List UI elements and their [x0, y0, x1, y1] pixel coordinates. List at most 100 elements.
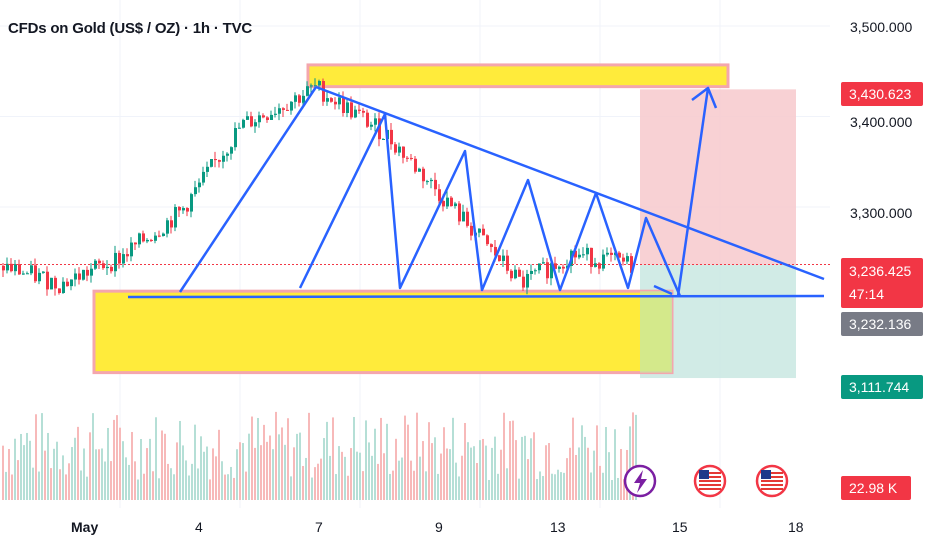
candle-body [110, 266, 113, 272]
descending-trendline [315, 85, 825, 281]
volume-bar [416, 412, 418, 500]
volume-bar [278, 434, 280, 500]
volume-tag[interactable]: 22.98 K [841, 476, 911, 500]
volume-bar [236, 449, 238, 500]
candle-body [66, 281, 69, 287]
volume-bar [62, 455, 64, 500]
volume-bar [500, 449, 502, 500]
candle-body [602, 254, 605, 269]
candle-body [422, 168, 425, 182]
volume-bar [269, 435, 271, 500]
candle-body [574, 250, 577, 258]
volume-bar [428, 422, 430, 500]
volume-bar [551, 473, 553, 500]
candle-body [130, 242, 133, 257]
volume-bar [632, 412, 634, 500]
volume-bar [335, 474, 337, 500]
pattern-drawings[interactable] [127, 85, 825, 299]
projection-arrow-head [691, 86, 718, 109]
volume-bar [587, 447, 589, 500]
candle-body [598, 263, 601, 269]
volume-bar [128, 464, 130, 500]
stop-price-tag[interactable]: 3,111.744 [841, 375, 923, 399]
risk-area [640, 89, 796, 265]
current-price-value: 3,236.425 [849, 263, 912, 279]
candle-body [398, 146, 401, 153]
candle-body [58, 288, 61, 293]
volume-bar [299, 432, 301, 500]
candle-body [530, 270, 533, 274]
current-price-tag[interactable]: 3,236.425 47:14 [841, 258, 923, 308]
volume-bar [353, 416, 355, 500]
candle-body [590, 247, 593, 267]
candle-body [78, 273, 81, 280]
volume-bar [617, 477, 619, 500]
volume-bar [206, 446, 208, 500]
volume-bar [203, 451, 205, 500]
volume-bar [374, 428, 376, 500]
volume-bar [362, 471, 364, 500]
candle-body [450, 197, 453, 207]
candle-body [182, 208, 185, 211]
candle-body [446, 197, 449, 207]
volume-bar [158, 478, 160, 500]
volume-bar [509, 421, 511, 500]
arrow-head-small [653, 284, 673, 296]
volume-bar [611, 479, 613, 500]
volume-bar [569, 447, 571, 500]
us-flag-stripe [699, 480, 721, 482]
volume-bar [263, 424, 265, 500]
candle-body [194, 187, 197, 195]
volume-bar [485, 445, 487, 500]
projection-arrow-line [676, 87, 710, 297]
volume-bar [92, 413, 94, 500]
volume-bar [272, 449, 274, 500]
volume-bar [323, 438, 325, 500]
volume-bar [326, 421, 328, 500]
candle-body [522, 276, 525, 288]
candle-body [414, 158, 417, 172]
candle-body [362, 110, 365, 113]
volume-bar [455, 462, 457, 500]
candle-body [342, 97, 345, 113]
candle-body [270, 114, 273, 120]
candle-body [42, 271, 45, 273]
volume-bar [341, 451, 343, 500]
volume-bar [68, 463, 70, 500]
event-icons[interactable] [623, 464, 789, 498]
candle-body [282, 108, 285, 110]
volume-bar [149, 438, 151, 500]
volume-bar [386, 423, 388, 500]
candle-body [294, 95, 297, 102]
entry-price-tag[interactable]: 3,232.136 [841, 312, 923, 336]
candle-body [206, 166, 209, 172]
volume-bar [50, 468, 52, 500]
candle-body [82, 269, 85, 280]
volume-bar [86, 476, 88, 500]
candle-body [610, 252, 613, 255]
volume-bar [74, 437, 76, 500]
candle-body [190, 194, 193, 212]
volume-bar [356, 451, 358, 500]
rally-trendline [178, 86, 318, 293]
volume-bar [518, 478, 520, 500]
volume-bar [176, 442, 178, 500]
volume-bar [5, 471, 7, 500]
candle-body [478, 228, 481, 233]
y-tick-label-3500: 3,500.000 [850, 19, 912, 35]
candle-body [178, 207, 181, 211]
volume-bar [146, 448, 148, 500]
volume-bar [359, 452, 361, 500]
target-price-tag[interactable]: 3,430.623 [841, 82, 923, 106]
volume-bar [422, 441, 424, 500]
volume-bar [434, 437, 436, 500]
volume-bar [302, 465, 304, 500]
volume-bar [419, 456, 421, 500]
volume-bar [410, 460, 412, 500]
candle-body [486, 235, 489, 245]
candle-body [402, 146, 405, 158]
candle-body [354, 109, 357, 118]
candle-body [630, 256, 633, 273]
volume-bar [89, 432, 91, 500]
